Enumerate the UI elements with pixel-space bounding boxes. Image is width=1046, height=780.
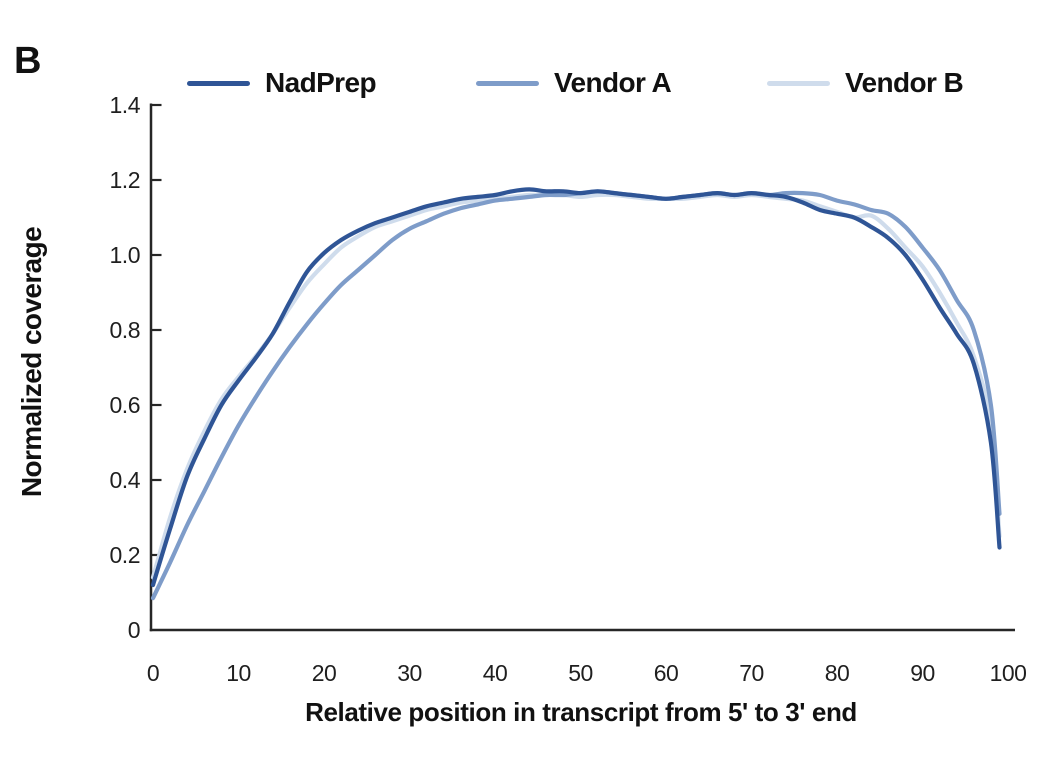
y-tick-label: 0.4 <box>110 467 141 493</box>
y-tick-label: 1.2 <box>110 167 140 193</box>
y-tick-label: 0.6 <box>110 392 140 418</box>
legend-line-swatch-nadprep <box>187 80 250 86</box>
x-axis-title: Relative position in transcript from 5' … <box>305 697 857 727</box>
x-tick-label: 0 <box>147 660 159 686</box>
x-tick-label: 20 <box>312 660 337 686</box>
legend-line-swatch-vendor-b <box>767 80 830 86</box>
y-tick-label: 1.0 <box>110 242 140 268</box>
legend-item-vendor-b: Vendor B <box>767 66 964 100</box>
panel-label: B <box>14 40 41 82</box>
x-tick-label: 90 <box>910 660 935 686</box>
x-tick-label: 40 <box>483 660 508 686</box>
legend-item-nadprep: NadPrep <box>187 66 377 100</box>
x-tick-label: 80 <box>825 660 850 686</box>
legend-label-vendor-b: Vendor B <box>845 67 964 98</box>
x-tick-label: 10 <box>226 660 251 686</box>
x-tick-label: 30 <box>397 660 422 686</box>
y-tick-label: 0.2 <box>110 542 140 568</box>
legend-label-nadprep: NadPrep <box>265 67 377 98</box>
y-tick-label: 0.8 <box>110 317 140 343</box>
x-tick-label: 70 <box>739 660 764 686</box>
y-tick-label: 0 <box>128 617 140 643</box>
legend-label-vendor-a: Vendor A <box>554 67 672 98</box>
line-nadprep <box>150 187 1002 588</box>
line-vendor-b <box>150 192 1002 580</box>
legend-line-swatch-vendor-a <box>476 80 539 86</box>
legend-item-vendor-a: Vendor A <box>476 66 672 100</box>
x-tick-label: 50 <box>568 660 593 686</box>
x-tick-label: 60 <box>654 660 679 686</box>
line-vendor-a <box>150 189 1002 601</box>
x-tick-label: 100 <box>990 660 1027 686</box>
y-tick-label: 1.4 <box>110 92 141 118</box>
